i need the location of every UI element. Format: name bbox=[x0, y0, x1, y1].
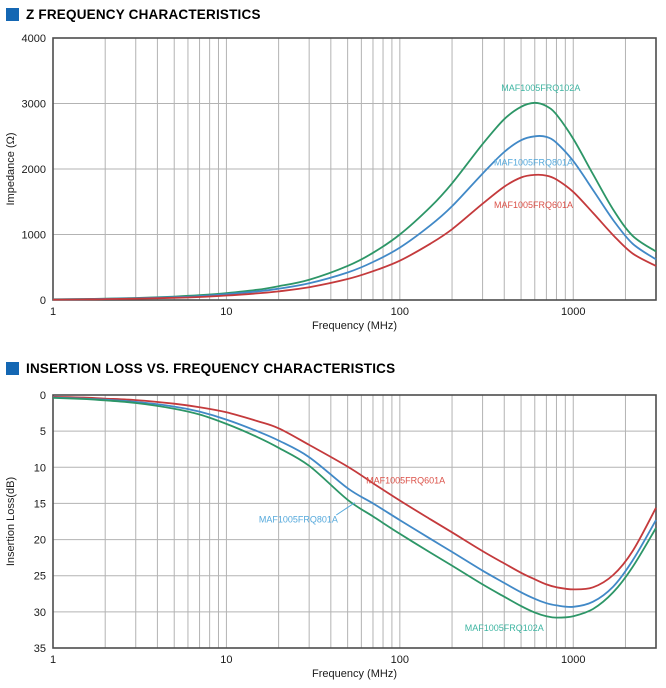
series-label-pointer bbox=[335, 502, 356, 516]
y-tick-label: 10 bbox=[34, 462, 46, 474]
y-tick-label: 2000 bbox=[22, 164, 46, 176]
x-tick-label: 100 bbox=[391, 654, 409, 666]
y-tick-label: 4000 bbox=[22, 33, 46, 45]
curve-MAF1005FRQ801A bbox=[52, 396, 657, 608]
y-tick-label: 1000 bbox=[22, 230, 46, 242]
title-bullet-icon bbox=[6, 8, 19, 21]
y-tick-label: 30 bbox=[34, 607, 46, 619]
y-axis-title: Impedance (Ω) bbox=[5, 132, 17, 205]
x-tick-label: 100 bbox=[391, 306, 409, 318]
series-label-MAF1005FRQ601A: MAF1005FRQ601A bbox=[494, 200, 573, 210]
y-tick-label: 35 bbox=[34, 643, 46, 655]
series-label-MAF1005FRQ102A: MAF1005FRQ102A bbox=[465, 623, 544, 633]
y-tick-label: 3000 bbox=[22, 99, 46, 111]
x-tick-label: 10 bbox=[220, 306, 232, 318]
y-tick-label: 5 bbox=[40, 426, 46, 438]
y-tick-label: 15 bbox=[34, 498, 46, 510]
x-axis-title: Frequency (MHz) bbox=[312, 320, 397, 332]
section-title-insertion-loss: INSERTION LOSS VS. FREQUENCY CHARACTERIS… bbox=[6, 361, 395, 376]
section-title-text: INSERTION LOSS VS. FREQUENCY CHARACTERIS… bbox=[26, 361, 396, 376]
y-tick-label: 25 bbox=[34, 571, 46, 583]
series-label-MAF1005FRQ102A: MAF1005FRQ102A bbox=[501, 83, 580, 93]
x-tick-label: 1000 bbox=[561, 306, 585, 318]
y-axis-title: Insertion Loss(dB) bbox=[5, 477, 17, 566]
x-axis-title: Frequency (MHz) bbox=[312, 668, 397, 680]
curve-MAF1005FRQ102A bbox=[52, 397, 657, 619]
x-tick-label: 1 bbox=[50, 654, 56, 666]
x-tick-label: 10 bbox=[220, 654, 232, 666]
curve-MAF1005FRQ601A bbox=[52, 395, 657, 591]
curve-MAF1005FRQ601A bbox=[52, 173, 657, 301]
series-label-MAF1005FRQ801A: MAF1005FRQ801A bbox=[494, 157, 573, 167]
section-title-impedance: Z FREQUENCY CHARACTERISTICS bbox=[6, 7, 261, 22]
y-tick-label: 0 bbox=[40, 390, 46, 402]
y-tick-label: 0 bbox=[40, 295, 46, 307]
x-tick-label: 1000 bbox=[561, 654, 585, 666]
series-label-MAF1005FRQ801A: MAF1005FRQ801A bbox=[259, 514, 338, 524]
x-tick-label: 1 bbox=[50, 306, 56, 318]
section-title-text: Z FREQUENCY CHARACTERISTICS bbox=[26, 7, 261, 22]
series-label-MAF1005FRQ601A: MAF1005FRQ601A bbox=[366, 475, 445, 485]
plot-frame bbox=[52, 37, 657, 301]
title-bullet-icon bbox=[6, 362, 19, 375]
y-tick-label: 20 bbox=[34, 535, 46, 547]
